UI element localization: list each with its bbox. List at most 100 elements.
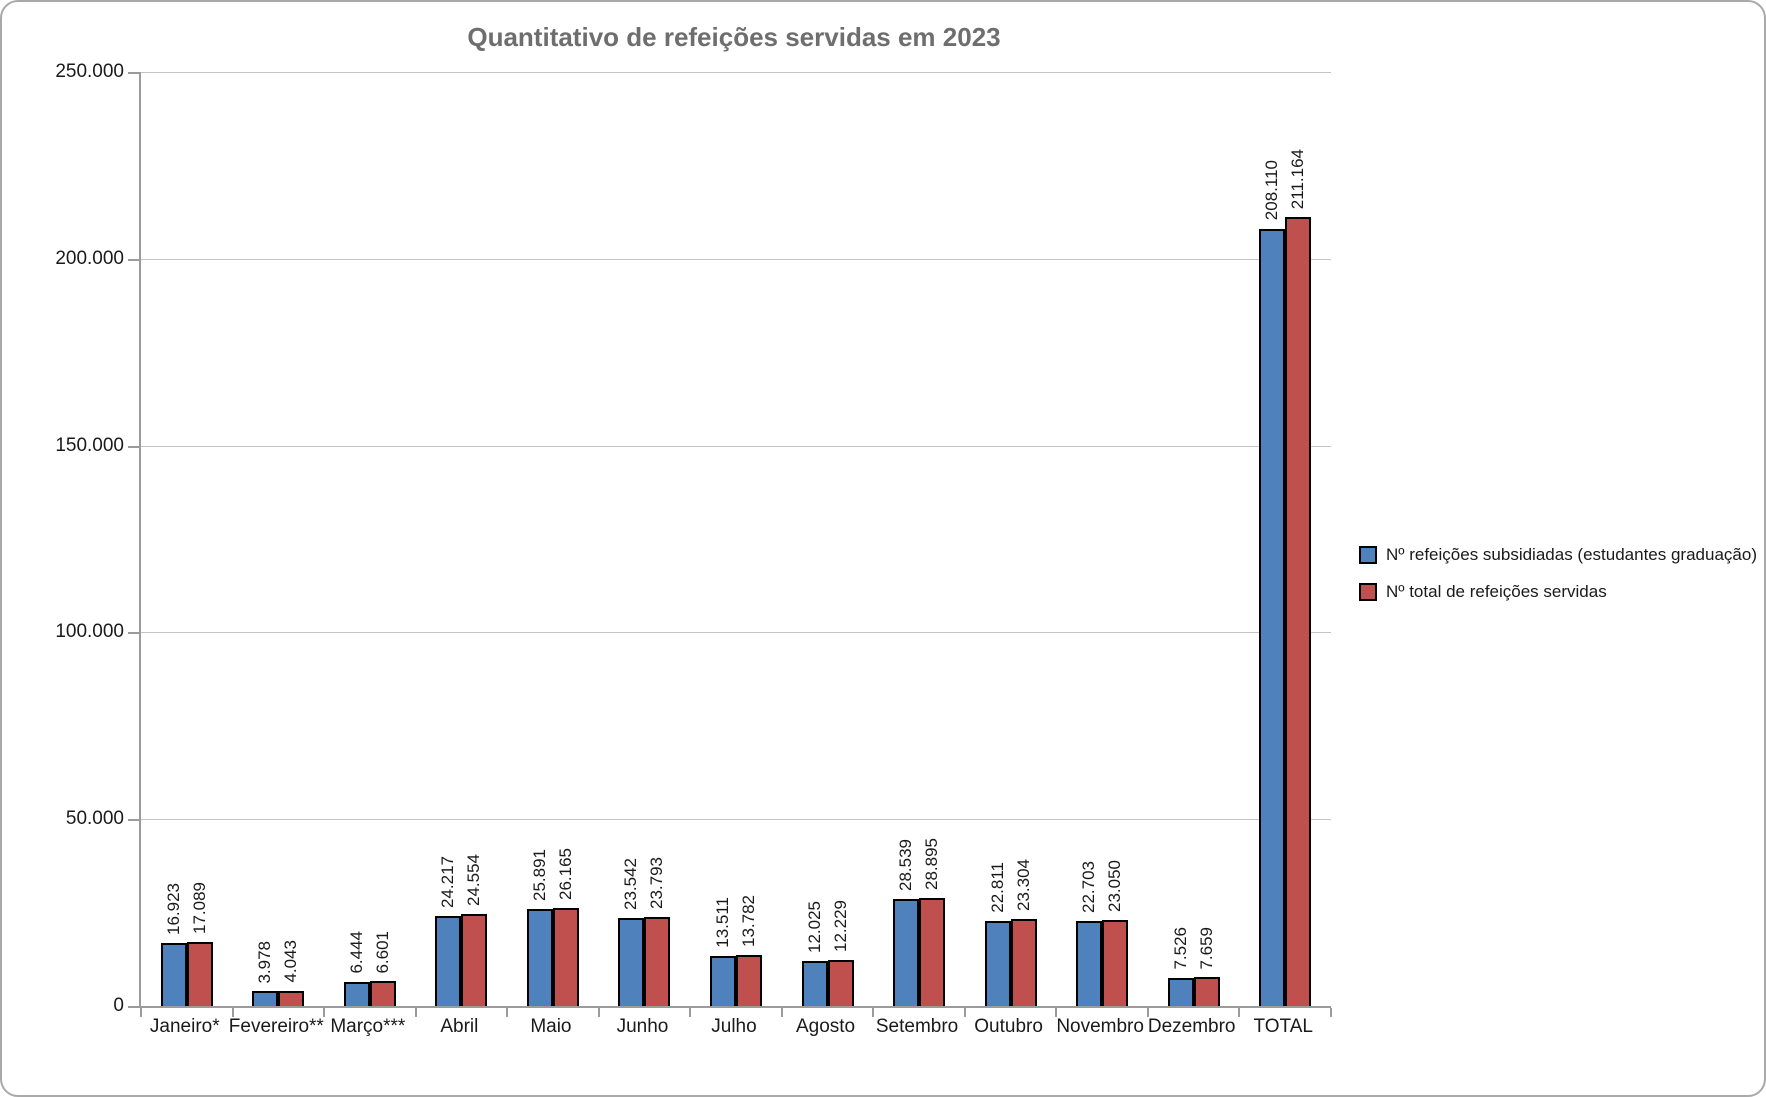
x-axis-tick — [140, 1008, 142, 1017]
x-axis-tick — [231, 1008, 234, 1017]
category-group: 6.444 6.601 — [324, 72, 416, 1006]
y-axis-tick — [128, 72, 139, 74]
category-group: 24.217 24.554 — [416, 72, 508, 1006]
bar-subsidiadas — [526, 909, 553, 1006]
value-label: 7.526 — [1170, 927, 1190, 970]
value-label: 25.891 — [529, 849, 549, 902]
value-label: 6.444 — [346, 931, 366, 974]
x-axis-tick — [963, 1008, 966, 1017]
bar-total — [186, 942, 213, 1006]
value-label: 208.110 — [1262, 160, 1282, 221]
y-axis-tick — [128, 632, 139, 635]
category-label: Março*** — [330, 1016, 406, 1037]
category-group: 23.542 23.793 — [599, 72, 691, 1006]
bar-subsidiadas — [343, 981, 370, 1006]
category-group: 3.978 4.043 — [233, 72, 325, 1006]
bar-subsidiadas — [1076, 921, 1103, 1006]
y-axis-label: 200.000 — [55, 247, 124, 269]
bar-total — [369, 981, 396, 1006]
x-axis-tick — [323, 1008, 326, 1017]
legend-item: Nº total de refeições servidas — [1359, 582, 1757, 602]
category-label: Novembro — [1056, 1016, 1144, 1037]
bar-total — [827, 960, 854, 1006]
y-axis-label: 250.000 — [55, 61, 124, 82]
legend: Nº refeições subsidiadas (estudantes gra… — [1359, 545, 1757, 619]
legend-swatch-icon — [1359, 546, 1377, 564]
value-label: 13.782 — [738, 894, 758, 947]
bar-subsidiadas — [1259, 228, 1286, 1006]
bar-subsidiadas — [984, 920, 1011, 1006]
category-group: 22.703 23.050 — [1056, 72, 1148, 1006]
bar-total — [552, 908, 579, 1006]
chart-title: Quantitativo de refeições servidas em 20… — [467, 22, 1001, 52]
category-group: 22.811 23.304 — [965, 72, 1057, 1006]
x-axis-tick — [1330, 1008, 1332, 1017]
value-label: 28.895 — [922, 838, 942, 891]
category-group: 13.511 13.782 — [690, 72, 782, 1006]
category-group: 12.025 12.229 — [782, 72, 874, 1006]
x-axis-tick — [1146, 1008, 1149, 1017]
legend-label: Nº total de refeições servidas — [1386, 582, 1607, 601]
bar-subsidiadas — [435, 915, 462, 1006]
y-axis-label: 0 — [113, 995, 124, 1016]
value-label: 23.793 — [647, 857, 667, 910]
y-axis-tick — [128, 258, 139, 261]
category-label: Julho — [711, 1016, 757, 1037]
value-label: 16.923 — [163, 882, 183, 935]
bar-subsidiadas — [801, 961, 828, 1006]
category-label: Setembro — [875, 1016, 959, 1037]
value-label: 23.542 — [621, 858, 641, 911]
y-axis-label: 150.000 — [55, 434, 124, 456]
value-label: 4.043 — [281, 940, 301, 983]
y-axis-label: 50.000 — [65, 808, 124, 830]
category-group: 208.110 211.164 — [1239, 72, 1331, 1006]
category-label: Janeiro* — [149, 1016, 220, 1037]
bar-total — [278, 990, 305, 1006]
value-label: 12.025 — [804, 901, 824, 954]
category-label: TOTAL — [1253, 1016, 1313, 1037]
value-label: 24.554 — [464, 854, 484, 907]
bar-subsidiadas — [709, 955, 736, 1006]
category-group: 7.526 7.659 — [1148, 72, 1240, 1006]
value-label: 22.703 — [1079, 861, 1099, 914]
category-label: Fevereiro** — [228, 1016, 324, 1037]
y-axis-tick — [128, 445, 139, 448]
category-label: Outubro — [974, 1016, 1043, 1037]
value-label: 3.978 — [255, 940, 275, 984]
category-label: Dezembro — [1147, 1016, 1236, 1037]
bar-total — [1010, 918, 1037, 1006]
value-label: 7.659 — [1196, 926, 1216, 970]
bar-total — [644, 917, 671, 1006]
x-axis-tick — [597, 1008, 600, 1017]
bar-total — [1193, 977, 1220, 1006]
value-label: 28.539 — [896, 839, 916, 892]
value-label: 23.304 — [1013, 858, 1033, 911]
bar-total — [1102, 919, 1129, 1006]
gridline — [141, 258, 1331, 260]
bar-total — [1285, 217, 1312, 1006]
category-label: Maio — [530, 1016, 572, 1037]
legend-swatch-icon — [1359, 583, 1377, 601]
bar-subsidiadas — [160, 942, 187, 1006]
bar-total — [461, 914, 488, 1006]
value-label: 26.165 — [555, 848, 575, 901]
legend-label: Nº refeições subsidiadas (estudantes gra… — [1386, 545, 1757, 564]
y-axis-label: 100.000 — [55, 621, 124, 643]
gridline — [141, 632, 1331, 634]
y-axis-tick — [128, 819, 139, 822]
value-label: 17.089 — [189, 882, 209, 935]
x-axis-tick — [1238, 1008, 1241, 1017]
bar-subsidiadas — [893, 899, 920, 1006]
bar-subsidiadas — [618, 918, 645, 1006]
value-label: 23.050 — [1105, 859, 1125, 912]
value-label: 211.164 — [1288, 148, 1308, 210]
category-group: 28.539 28.895 — [873, 72, 965, 1006]
bar-subsidiadas — [1167, 977, 1194, 1006]
category-group: 16.923 17.089 — [141, 72, 233, 1006]
bar-subsidiadas — [252, 991, 279, 1006]
x-axis-tick — [506, 1008, 509, 1017]
category-label: Agosto — [795, 1016, 856, 1037]
x-axis-tick — [414, 1008, 417, 1017]
category-label: Junho — [616, 1016, 669, 1037]
category-label: Abril — [440, 1016, 479, 1037]
